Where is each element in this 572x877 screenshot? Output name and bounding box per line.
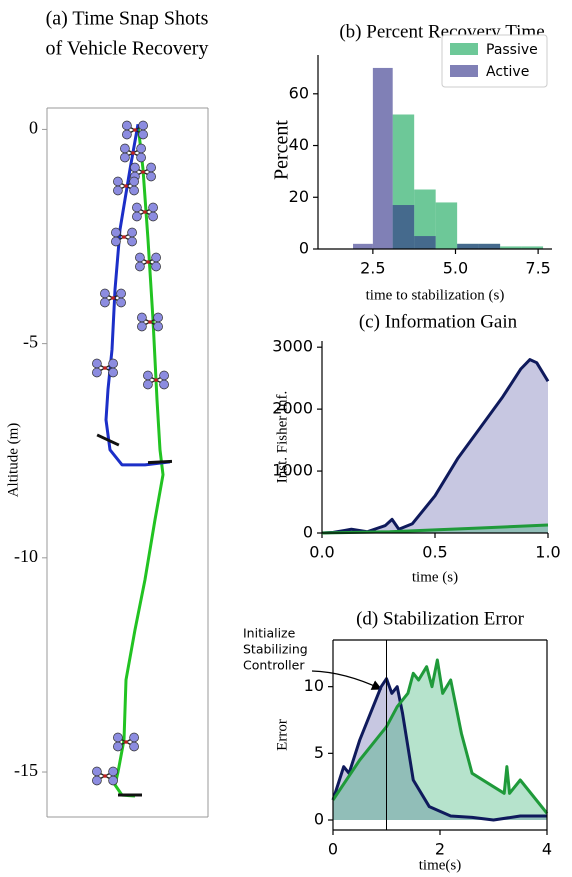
- x-tick-label: 2.5: [360, 259, 385, 278]
- annotation: Controller: [243, 658, 305, 673]
- drone-icon: [91, 766, 119, 786]
- area-fill: [322, 359, 548, 533]
- histogram-bar: [414, 236, 436, 249]
- y-tick-label: -10: [14, 546, 38, 566]
- area-fill: [322, 524, 548, 533]
- y-tick-label: 5: [314, 743, 324, 762]
- drone-flat: [147, 459, 173, 465]
- legend-label: Passive: [486, 42, 538, 58]
- histogram-bar: [500, 246, 522, 249]
- histogram-bar: [457, 243, 479, 249]
- y-tick-label: 0: [314, 810, 324, 829]
- histogram-bar: [435, 202, 458, 249]
- x-tick-label: 2: [435, 840, 445, 859]
- y-axis-label: Inst. Fisher Inf.: [274, 391, 290, 484]
- annotation: Stabilizing: [243, 642, 308, 657]
- legend-label: Active: [486, 64, 529, 80]
- legend-swatch: [450, 65, 478, 77]
- annotation-arrow: [311, 670, 383, 690]
- drone-icon: [91, 358, 119, 378]
- y-tick-label: 20: [289, 187, 309, 206]
- x-tick-label: 7.5: [525, 259, 550, 278]
- histogram-bar: [372, 67, 393, 249]
- chart-title: of Vehicle Recovery: [46, 38, 209, 60]
- y-tick-label: 3000: [272, 337, 313, 356]
- y-tick-label: 0: [29, 118, 38, 138]
- y-tick-label: 60: [289, 83, 309, 102]
- histogram-bar: [478, 243, 501, 249]
- y-axis-label: Percent: [271, 120, 293, 180]
- histogram-bar: [353, 243, 373, 249]
- y-tick-label: 1000: [272, 461, 313, 480]
- line: [331, 658, 549, 815]
- x-tick-label: 5.0: [443, 259, 468, 278]
- trajectory: [104, 124, 171, 467]
- x-tick-label: 4: [542, 840, 552, 859]
- line: [321, 523, 549, 535]
- drone-icon: [136, 312, 164, 332]
- drone-flat: [96, 433, 120, 447]
- chart-title: (c) Information Gain: [359, 311, 518, 332]
- legend-swatch: [450, 43, 478, 55]
- x-axis-label: time(s): [419, 857, 462, 873]
- x-axis-label: time to stabilization (s): [366, 287, 505, 303]
- y-tick-label: 2000: [272, 399, 313, 418]
- x-tick-label: 0: [328, 840, 338, 859]
- y-axis-label: Error: [274, 719, 290, 751]
- drone-icons: [91, 120, 173, 797]
- histogram-bar: [414, 189, 436, 249]
- chart-title: (a) Time Snap Shots: [46, 8, 209, 30]
- y-tick-label: -15: [14, 760, 38, 780]
- x-tick-label: 1.0: [535, 543, 560, 562]
- x-tick-label: 0.0: [309, 543, 334, 562]
- y-tick-label: 10: [304, 676, 324, 695]
- line: [321, 358, 550, 535]
- y-tick-label: -5: [23, 332, 38, 352]
- drone-icon: [112, 732, 140, 752]
- histogram-bar: [392, 205, 415, 249]
- y-tick-label: 40: [289, 135, 309, 154]
- histogram-bar: [521, 246, 544, 249]
- y-axis-label: Altitude (m): [5, 423, 21, 498]
- drone-icon: [110, 227, 138, 247]
- chart-title: (d) Stabilization Error: [356, 608, 524, 629]
- x-tick-label: 0.5: [422, 543, 447, 562]
- annotation: Initialize: [243, 626, 296, 641]
- line: [331, 677, 547, 822]
- y-tick-label: 0: [303, 523, 313, 542]
- x-axis-label: time (s): [412, 569, 458, 585]
- y-tick-label: 0: [299, 239, 309, 258]
